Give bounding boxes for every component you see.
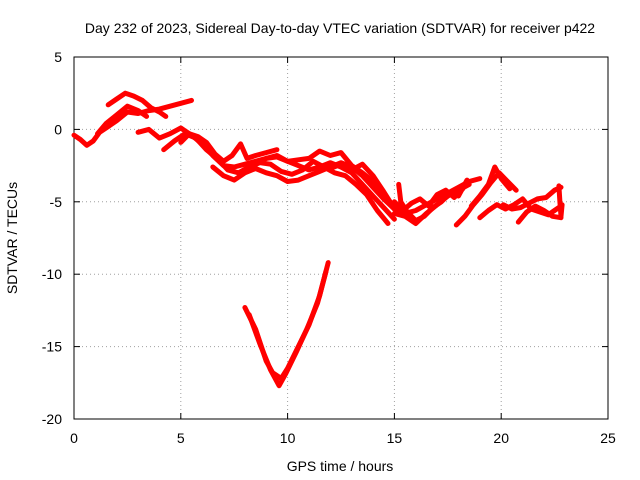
chart-title: Day 232 of 2023, Sidereal Day-to-day VTE… (85, 20, 595, 36)
x-tick-label: 20 (493, 430, 509, 446)
series-trace-5 (161, 131, 391, 226)
y-tick-label: -5 (50, 194, 63, 210)
series-trace-9 (327, 161, 393, 205)
y-tick-labels: 5 0 -5 -10 -15 -20 (42, 49, 62, 427)
y-tick-label: 0 (54, 121, 62, 137)
y-tick-label: 5 (54, 49, 62, 65)
series-trace-17 (500, 184, 564, 212)
x-tick-label: 15 (387, 430, 403, 446)
series-trace-18 (515, 203, 564, 225)
series-trace-6 (178, 131, 280, 164)
x-axis-label: GPS time / hours (287, 458, 394, 474)
series-trace-8 (253, 148, 397, 209)
x-tick-label: 10 (280, 430, 296, 446)
x-tick-labels: 0 5 10 15 20 25 (70, 430, 616, 446)
series-trace-13 (396, 177, 470, 224)
x-tick-label: 25 (600, 430, 616, 446)
series-trace-15 (468, 164, 513, 209)
x-tick-label: 0 (70, 430, 78, 446)
series-trace-19 (556, 183, 565, 219)
x-tick-label: 5 (177, 430, 185, 446)
plot-frame (73, 56, 609, 420)
series-trace-2 (105, 90, 169, 119)
y-tick-label: -15 (42, 339, 62, 355)
y-tick-label: -20 (42, 411, 62, 427)
series-trace-3 (95, 103, 150, 137)
tick-marks (73, 56, 609, 420)
series-layer (71, 90, 565, 389)
series-trace-21 (246, 268, 329, 389)
series-trace-7 (210, 160, 397, 212)
series-trace-1 (71, 97, 194, 148)
series-trace-20 (242, 260, 331, 381)
y-axis-label: SDTVAR / TECUs (4, 182, 20, 294)
y-tick-label: -10 (42, 266, 62, 282)
